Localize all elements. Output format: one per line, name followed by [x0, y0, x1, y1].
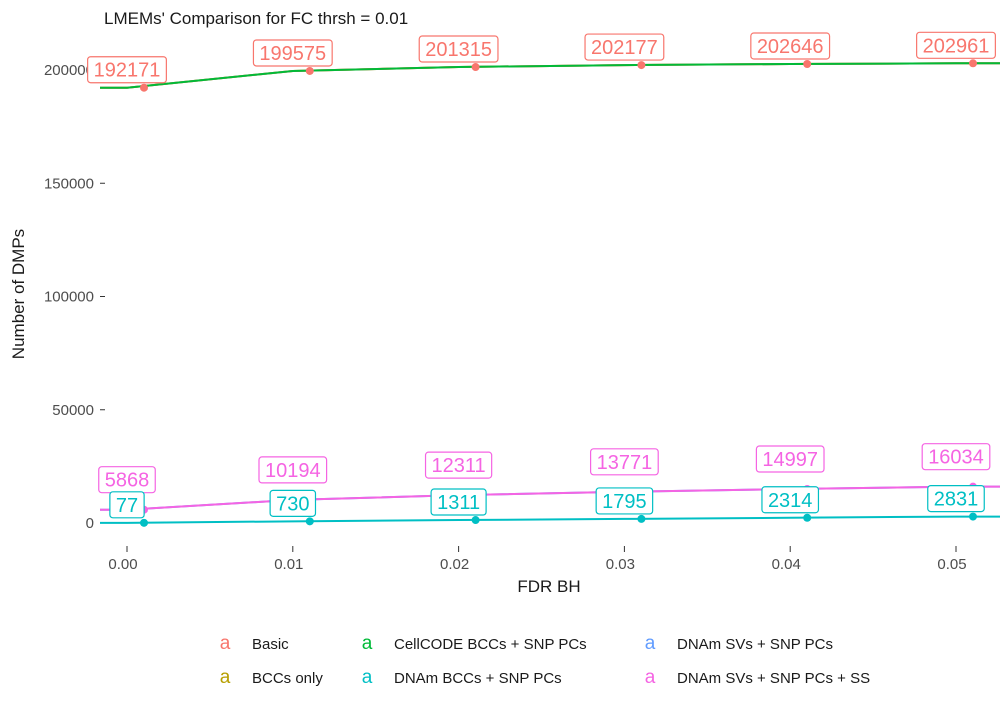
- legend-key: a: [644, 667, 656, 688]
- x-tick-label: 0.03: [606, 556, 635, 573]
- chart-title: LMEMs' Comparison for FC thrsh = 0.01: [104, 9, 408, 28]
- y-tick-label: 100000: [44, 289, 94, 306]
- legend-key: a: [361, 667, 373, 688]
- legend: a Basic a BCCs only a CellCODE BCCs + SNP PCs…: [210, 633, 970, 703]
- data-label-box: [252, 39, 333, 67]
- data-label-box: [258, 456, 328, 484]
- data-label: 5868: [105, 470, 150, 492]
- series-line-basic: [100, 62, 1000, 89]
- data-point: [305, 517, 314, 526]
- legend-item: a CellCODE BCCs + SNP PCs: [352, 633, 587, 655]
- data-label: 10194: [265, 460, 321, 482]
- legend-key: a: [644, 633, 656, 654]
- data-label: 202177: [591, 37, 658, 59]
- data-point: [471, 63, 480, 72]
- x-tick-label: 0.04: [772, 556, 801, 573]
- data-label-box: [589, 448, 659, 476]
- data-point: [969, 59, 977, 68]
- x-tick-label: 0.05: [937, 556, 966, 573]
- y-tick-label: 200000: [44, 62, 94, 79]
- legend-key: a: [361, 633, 373, 654]
- legend-label: CellCODE BCCs + SNP PCs: [394, 635, 587, 653]
- data-label-box: [755, 445, 825, 473]
- data-label: 1311: [437, 492, 480, 514]
- data-label: 730: [276, 493, 309, 515]
- x-tick-label: 0.00: [108, 556, 137, 573]
- data-label: 192171: [94, 60, 161, 82]
- legend-label: Basic: [252, 635, 289, 653]
- data-point: [803, 60, 812, 69]
- data-label: 12311: [432, 455, 486, 477]
- data-label: 202961: [923, 35, 990, 57]
- data-label-box: [87, 56, 167, 84]
- data-point: [637, 514, 646, 523]
- data-label-box: [269, 489, 317, 517]
- data-label: 2831: [934, 489, 979, 511]
- data-label-box: [916, 31, 996, 59]
- y-tick-label: 50000: [52, 402, 94, 419]
- data-labels: 192171 199575 201315 202177 202646 202961 5868…: [87, 31, 996, 519]
- legend-label: BCCs only: [252, 669, 323, 687]
- data-label-box: [761, 486, 820, 514]
- data-label-box: [750, 32, 831, 60]
- data-label-box: [921, 443, 991, 471]
- data-label: 77: [116, 495, 138, 517]
- data-point: [140, 518, 148, 527]
- data-point: [969, 512, 977, 521]
- legend-key: a: [219, 667, 231, 688]
- legend-item: a BCCs only: [210, 667, 323, 689]
- legend-label: DNAm SVs + SNP PCs + SS: [677, 669, 871, 687]
- series-line-dnam-svs-snp-pcs: [100, 485, 1000, 511]
- series-lines: [100, 62, 1000, 524]
- series-line-cellcode-bccs-snp-pcs: [100, 62, 1000, 89]
- data-label: 14997: [762, 449, 818, 471]
- y-tick-label: 150000: [44, 175, 94, 192]
- data-point: [637, 61, 646, 70]
- data-label-box: [109, 491, 145, 519]
- x-axis: 0.00 0.01 0.02 0.03 0.04 0.05: [108, 546, 967, 573]
- x-tick-label: 0.01: [274, 556, 303, 573]
- x-axis-label: FDR BH: [517, 577, 580, 596]
- data-point: [305, 66, 314, 75]
- legend-label: DNAm BCCs + SNP PCs: [394, 669, 562, 687]
- legend-item: a DNAm SVs + SNP PCs: [635, 633, 833, 655]
- y-tick-label: 0: [86, 515, 94, 532]
- data-label-box: [584, 33, 665, 61]
- data-point: [471, 516, 480, 525]
- data-label-box: [424, 451, 493, 479]
- legend-item: a DNAm BCCs + SNP PCs: [352, 667, 562, 689]
- y-axis: 0 50000 100000 150000 200000: [44, 62, 105, 532]
- data-label: 2314: [768, 490, 813, 512]
- data-label: 13771: [597, 452, 653, 474]
- data-label: 16034: [928, 447, 984, 469]
- data-label: 199575: [259, 43, 326, 65]
- x-tick-label: 0.02: [440, 556, 469, 573]
- data-label: 202646: [757, 36, 824, 58]
- data-label: 1795: [602, 491, 647, 513]
- legend-label: DNAm SVs + SNP PCs: [677, 635, 834, 653]
- y-axis-label: Number of DMPs: [9, 229, 28, 359]
- data-label-box: [430, 488, 487, 516]
- data-point: [140, 83, 148, 92]
- series-line-dnam-svs-snp-pcs-ss: [100, 485, 1000, 511]
- legend-item: a DNAm SVs + SNP PCs + SS: [635, 667, 870, 689]
- legend-key: a: [219, 633, 231, 654]
- legend-item: a Basic: [210, 633, 289, 655]
- data-label-box: [418, 35, 499, 63]
- data-point: [803, 513, 812, 522]
- data-label-box: [595, 487, 654, 515]
- data-label: 201315: [425, 39, 492, 61]
- series-line-dnam-bccs-snp-pcs: [100, 515, 1000, 524]
- data-label-box: [927, 484, 985, 513]
- series-line-bccs-only: [100, 62, 1000, 89]
